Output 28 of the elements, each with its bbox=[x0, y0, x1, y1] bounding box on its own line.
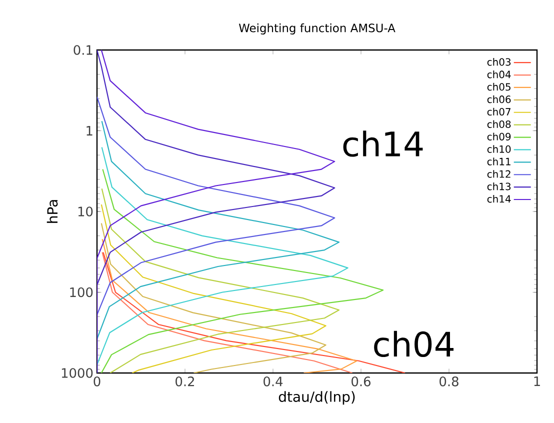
y-tick-label: 10 bbox=[78, 206, 93, 216]
y-axis-title: hPa bbox=[46, 200, 58, 223]
y-tick-label: 1000 bbox=[62, 368, 93, 378]
annotation: ch04 bbox=[374, 330, 454, 358]
legend-label: ch11 bbox=[487, 158, 510, 166]
x-tick-label: 0.4 bbox=[264, 376, 283, 386]
y-tick-label: 1 bbox=[86, 126, 92, 136]
x-tick-label: 0 bbox=[94, 376, 100, 386]
x-tick-label: 0.2 bbox=[176, 376, 194, 386]
x-axis-title: dtau/d(lnp) bbox=[278, 391, 355, 405]
y-tick-label: 0.1 bbox=[74, 45, 92, 55]
legend-label: ch03 bbox=[487, 58, 511, 66]
legend-label: ch10 bbox=[487, 145, 511, 153]
x-tick-label: 0.6 bbox=[352, 376, 370, 386]
legend-label: ch08 bbox=[487, 120, 511, 128]
legend-label: ch13 bbox=[487, 182, 511, 190]
legend-label: ch14 bbox=[487, 194, 511, 203]
legend-label: ch06 bbox=[487, 95, 511, 104]
legend-label: ch04 bbox=[487, 70, 511, 78]
x-tick-label: 1 bbox=[534, 376, 540, 386]
legend-label: ch09 bbox=[487, 132, 511, 140]
x-tick-label: 0.8 bbox=[440, 376, 458, 386]
legend-label: ch07 bbox=[487, 108, 510, 116]
y-tick-label: 100 bbox=[70, 287, 93, 298]
legend-label: ch12 bbox=[487, 170, 510, 178]
chart-title: Weighting function AMSU-A bbox=[238, 23, 396, 34]
annotation: ch14 bbox=[343, 130, 423, 157]
legend-label: ch05 bbox=[487, 82, 510, 91]
